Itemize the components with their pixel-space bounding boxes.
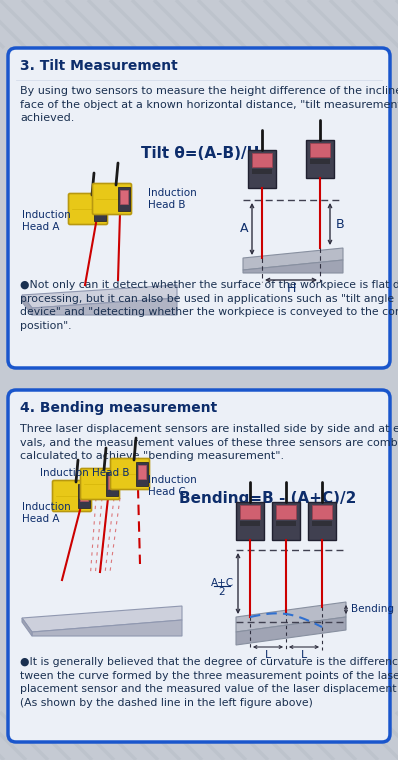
Text: Induction
Head B: Induction Head B	[148, 188, 197, 211]
Text: Induction Head B: Induction Head B	[40, 468, 129, 478]
Polygon shape	[22, 606, 182, 632]
FancyBboxPatch shape	[53, 480, 92, 511]
Text: H: H	[286, 281, 296, 295]
Text: By using two sensors to measure the height difference of the inclined sur-
face : By using two sensors to measure the heig…	[20, 86, 398, 123]
Bar	[96, 200, 104, 214]
Bar	[272, 502, 300, 540]
FancyBboxPatch shape	[8, 48, 390, 368]
Polygon shape	[22, 285, 177, 308]
Bar	[236, 502, 264, 540]
Bar	[308, 502, 336, 540]
Text: Bending: Bending	[351, 604, 394, 614]
FancyBboxPatch shape	[111, 458, 150, 489]
Polygon shape	[236, 617, 346, 645]
Text: A+C: A+C	[211, 578, 234, 588]
Text: 4. Bending measurement: 4. Bending measurement	[20, 401, 217, 415]
Bar	[312, 521, 332, 526]
Text: ●It is generally believed that the degree of curvature is the difference be-
twe: ●It is generally believed that the degre…	[20, 657, 398, 708]
Bar	[310, 143, 330, 157]
Bar	[120, 190, 128, 204]
Polygon shape	[22, 295, 32, 315]
Text: Induction
Head C: Induction Head C	[148, 475, 197, 497]
Text: Induction
Head A: Induction Head A	[22, 210, 71, 233]
Bar	[312, 505, 332, 519]
FancyBboxPatch shape	[80, 468, 119, 499]
Bar	[252, 169, 272, 174]
Polygon shape	[236, 602, 346, 632]
Text: Tilt θ=(A-B)/H: Tilt θ=(A-B)/H	[141, 147, 259, 162]
Bar	[80, 487, 88, 501]
Bar	[306, 140, 334, 178]
Text: Induction
Head A: Induction Head A	[22, 502, 71, 524]
Text: 2: 2	[219, 587, 225, 597]
Bar	[78, 484, 90, 508]
Bar	[136, 462, 148, 486]
FancyBboxPatch shape	[92, 183, 131, 214]
Text: L: L	[265, 650, 271, 660]
Bar	[108, 475, 116, 489]
Polygon shape	[32, 298, 177, 315]
Text: A: A	[240, 223, 248, 236]
Bar	[248, 150, 276, 188]
Polygon shape	[22, 618, 32, 636]
Text: Three laser displacement sensors are installed side by side and at equal inter-
: Three laser displacement sensors are ins…	[20, 424, 398, 461]
Bar	[240, 521, 260, 526]
Bar	[252, 153, 272, 167]
Text: L: L	[301, 650, 307, 660]
Bar	[240, 505, 260, 519]
Bar	[106, 472, 118, 496]
FancyBboxPatch shape	[68, 194, 107, 224]
Bar	[118, 187, 130, 211]
Bar	[276, 521, 296, 526]
Text: ●Not only can it detect whether the surface of the workpiece is flat during
proc: ●Not only can it detect whether the surf…	[20, 280, 398, 331]
Text: Bending=B - (A+C)/2: Bending=B - (A+C)/2	[179, 490, 357, 505]
Bar	[94, 197, 106, 221]
Text: 3. Tilt Measurement: 3. Tilt Measurement	[20, 59, 178, 73]
Polygon shape	[32, 620, 182, 636]
Text: B: B	[336, 217, 344, 230]
Bar	[310, 159, 330, 164]
Polygon shape	[243, 260, 343, 273]
Bar	[138, 465, 146, 479]
Bar	[276, 505, 296, 519]
FancyBboxPatch shape	[8, 390, 390, 742]
Polygon shape	[243, 248, 343, 270]
